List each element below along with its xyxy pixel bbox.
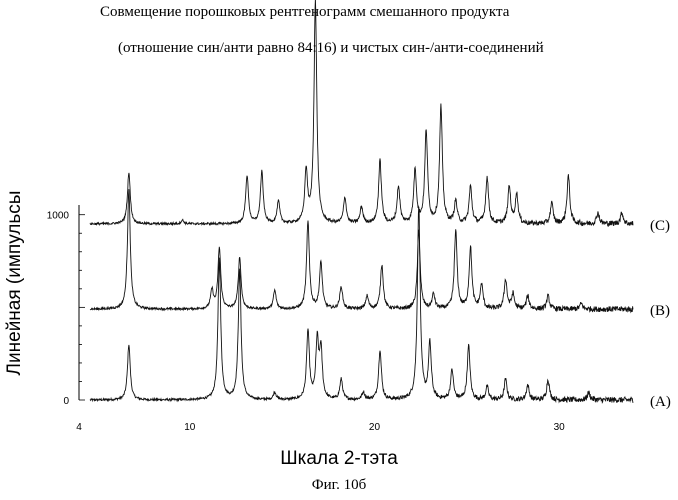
traces bbox=[90, 0, 633, 403]
series-label: (C) bbox=[650, 218, 670, 234]
x-tick-label: 4 bbox=[76, 422, 82, 433]
x-tick-label: 30 bbox=[554, 422, 566, 433]
series-line bbox=[90, 0, 633, 226]
x-tick-label: 20 bbox=[369, 422, 381, 433]
series-label: (B) bbox=[650, 303, 670, 319]
y-axis-label: Линейная (импульсы bbox=[4, 158, 26, 408]
labels: (A) (B) (C) bbox=[650, 218, 671, 410]
x-axis-label: Шкала 2-тэта bbox=[0, 448, 678, 470]
figure-caption: Фиг. 10б bbox=[0, 477, 678, 494]
axes: 0 1000 4 10 20 30 bbox=[47, 205, 565, 433]
y-tick-label: 0 bbox=[63, 396, 69, 407]
y-tick-label: 1000 bbox=[47, 211, 70, 222]
x-tick-label: 10 bbox=[184, 422, 196, 433]
series-label: (A) bbox=[650, 394, 671, 410]
